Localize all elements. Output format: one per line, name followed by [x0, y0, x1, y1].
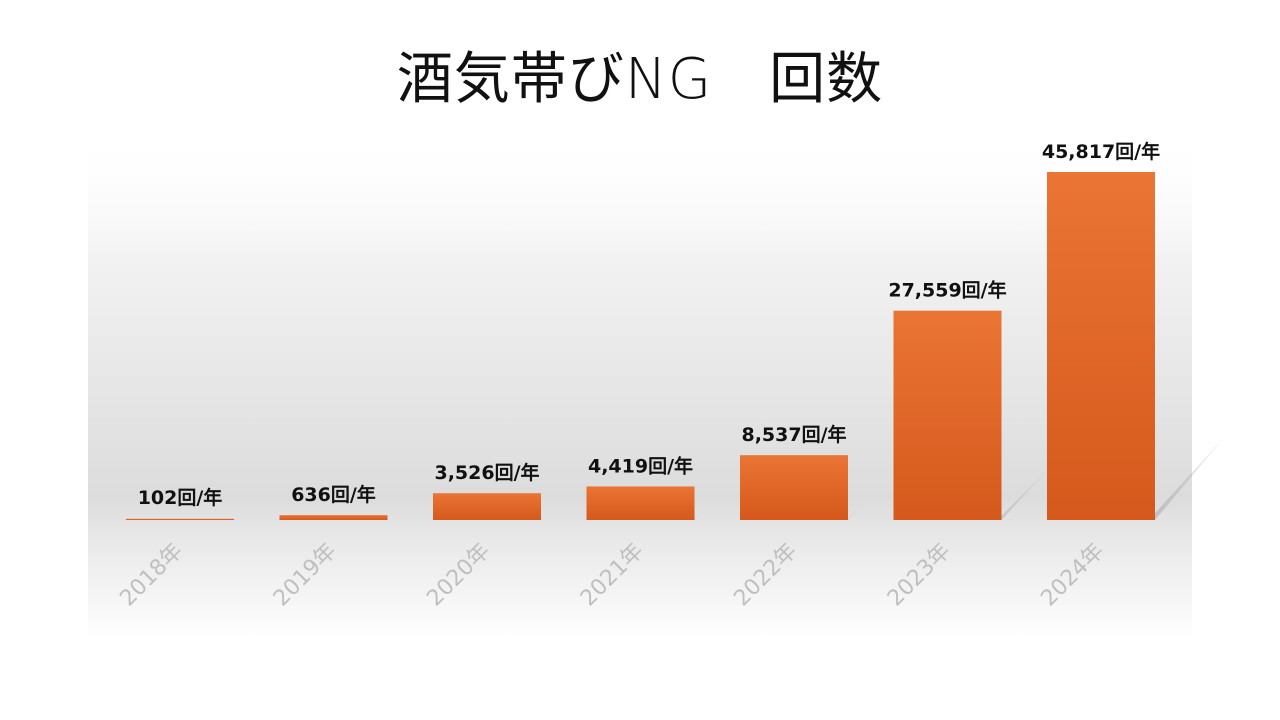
- data-label: 4,419回/年: [588, 454, 693, 477]
- plot-background: [88, 132, 1192, 640]
- bar-2024年: [1047, 172, 1155, 520]
- bar-2019年: [279, 515, 388, 520]
- bar-2021年: [586, 486, 695, 520]
- bar-2022年: [740, 455, 848, 520]
- data-label: 8,537回/年: [741, 423, 846, 446]
- bar-2018年: [126, 518, 234, 520]
- data-label: 45,817回/年: [1042, 140, 1160, 163]
- bar-2023年: [893, 310, 1002, 520]
- bar-2020年: [433, 493, 541, 520]
- data-label: 102回/年: [138, 486, 223, 509]
- data-label: 636回/年: [291, 483, 376, 506]
- data-label: 3,526回/年: [434, 461, 539, 484]
- data-label: 27,559回/年: [888, 279, 1006, 302]
- chart-title: 酒気帯びNG 回数: [396, 47, 884, 112]
